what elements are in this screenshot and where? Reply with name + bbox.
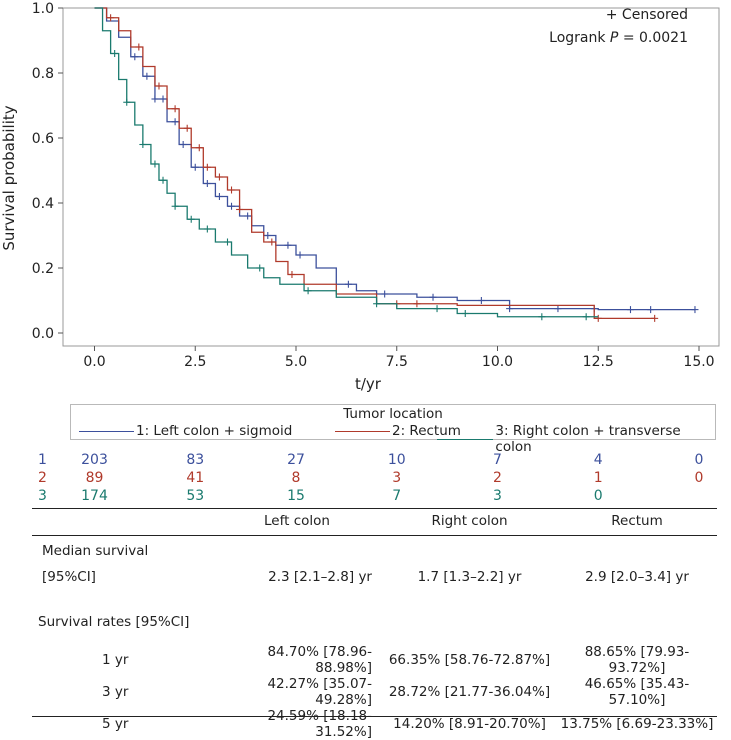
x-tick-label: 0.0 [83, 354, 105, 370]
stats-header-right-colon: Right colon [382, 509, 557, 536]
legend-item-right-colon: 3: Right colon + transverse colon [437, 423, 715, 455]
risk-count: 27 [287, 452, 305, 468]
risk-count: 15 [287, 488, 305, 504]
risk-group-label: 2 [38, 470, 47, 486]
y-tick-label: 1.0 [32, 1, 54, 17]
risk-count: 4 [593, 452, 603, 468]
risk-count: 2 [493, 470, 502, 486]
legend-title: Tumor location [343, 406, 443, 422]
survival-curves [94, 7, 699, 322]
risk-count: 53 [186, 488, 205, 504]
legend-item-rectum: 2: Rectum [335, 423, 461, 439]
rate-label-1yr: 1 yr [102, 652, 129, 668]
stats-header-left-colon: Left colon [212, 509, 382, 536]
rate-1yr-right: 66.35% [58.76-72.87%] [388, 652, 551, 668]
risk-count: 8 [291, 470, 301, 486]
risk-count: 174 [81, 488, 108, 504]
risk-count: 41 [186, 470, 205, 486]
risk-count: 1 [593, 470, 603, 486]
stats-header-blank [32, 509, 212, 536]
risk-count: 203 [81, 452, 108, 468]
legend-line-rectum [335, 430, 390, 432]
legend-label-right-colon: 3: Right colon + transverse colon [495, 423, 681, 455]
median-label-row: Median survival [32, 536, 717, 563]
rate-row-1yr: 1 yr 84.70% [78.96-88.98%] 66.35% [58.76… [32, 644, 717, 676]
y-tick-label: 0.6 [32, 131, 54, 147]
median-left-colon: 2.3 [2.1–2.8] yr [268, 569, 372, 585]
risk-count: 0 [694, 452, 704, 468]
rate-5yr-left: 24.59% [18.18-31.52%] [267, 708, 372, 740]
rate-row-5yr: 5 yr 24.59% [18.18-31.52%] 14.20% [8.91-… [32, 708, 717, 740]
risk-count: 0 [593, 488, 603, 504]
y-axis-label: Survival probability [0, 105, 18, 250]
survival-curve-series-2 [94, 7, 655, 320]
rate-1yr-rectum: 88.65% [79.93-93.72%] [584, 644, 690, 676]
table-bottom-rule [32, 716, 717, 717]
legend-label-left-colon: 1: Left colon + sigmoid [136, 423, 293, 439]
logrank-annotation: Logrank P = 0.0021 [549, 30, 688, 46]
rate-label-5yr: 5 yr [102, 716, 129, 732]
survival-stats-table: Left colon Right colon Rectum Median sur… [32, 509, 717, 740]
x-tick-label: 2.5 [184, 354, 206, 370]
risk-group-label: 3 [38, 488, 47, 504]
risk-count: 89 [85, 470, 104, 486]
rate-5yr-rectum: 13.75% [6.69-23.33%] [560, 716, 714, 732]
censored-annotation: + Censored [606, 7, 688, 23]
y-tick-label: 0.8 [32, 66, 54, 82]
legend-item-left-colon: 1: Left colon + sigmoid [79, 423, 292, 439]
risk-group-label: 1 [38, 452, 47, 468]
risk-count: 0 [694, 470, 704, 486]
risk-count: 7 [493, 452, 502, 468]
median-label: Median survival [42, 543, 149, 559]
stats-header-row: Left colon Right colon Rectum [32, 509, 717, 536]
risk-count: 7 [392, 488, 402, 504]
median-rectum: 2.9 [2.0–3.4] yr [585, 569, 689, 585]
x-tick-label: 15.0 [683, 354, 714, 370]
stats-header-rectum: Rectum [557, 509, 717, 536]
median-row: [95%CI] 2.3 [2.1–2.8] yr 1.7 [1.3–2.2] y… [32, 562, 717, 592]
risk-count: 3 [392, 470, 402, 486]
rate-3yr-right: 28.72% [21.77-36.04%] [388, 684, 551, 700]
legend-line-left-colon [79, 430, 134, 432]
rate-label-3yr: 3 yr [102, 684, 129, 700]
x-tick-label: 12.5 [583, 354, 614, 370]
survival-curve-series-1 [94, 7, 695, 311]
km-plot: 0.0 2.5 5.0 7.5 10.0 12.5 15.0 0.0 0.2 0.4 0.6 0.8 1… [0, 1, 720, 393]
x-axis-label: t/yr [355, 375, 382, 393]
rate-row-3yr: 3 yr 42.27% [35.07-49.28%] 28.72% [21.77… [32, 676, 717, 708]
risk-count: 10 [387, 452, 406, 468]
y-tick-label: 0.4 [32, 196, 54, 212]
x-tick-label: 10.0 [482, 354, 513, 370]
rate-1yr-left: 84.70% [78.96-88.98%] [267, 644, 372, 676]
risk-count: 3 [493, 488, 502, 504]
plot-frame [62, 7, 720, 347]
legend-line-right-colon [437, 438, 494, 440]
plot-axes [58, 7, 720, 351]
x-tick-label: 7.5 [386, 354, 408, 370]
legend: Tumor location 1: Left colon + sigmoid 2… [70, 404, 716, 455]
median-right-colon: 1.7 [1.3–2.2] yr [417, 569, 522, 585]
tick-labels: 0.0 2.5 5.0 7.5 10.0 12.5 15.0 0.0 0.2 0.4 0.6 0.8 1… [32, 1, 715, 370]
y-tick-label: 0.2 [32, 261, 54, 277]
rates-label-row: Survival rates [95%CI] [32, 592, 717, 644]
survival-curve-series-3 [94, 7, 599, 318]
median-ci-label: [95%CI] [42, 569, 96, 585]
rate-3yr-left: 42.27% [35.07-49.28%] [267, 676, 372, 708]
legend-label-rectum: 2: Rectum [392, 423, 461, 439]
rates-label: Survival rates [95%CI] [38, 614, 190, 630]
x-tick-label: 5.0 [285, 354, 307, 370]
rate-3yr-rectum: 46.65% [35.43-57.10%] [584, 676, 690, 708]
y-tick-label: 0.0 [32, 326, 54, 342]
rate-5yr-right: 14.20% [8.91-20.70%] [393, 716, 546, 732]
table-top-rule [32, 508, 717, 509]
risk-count: 83 [186, 452, 205, 468]
